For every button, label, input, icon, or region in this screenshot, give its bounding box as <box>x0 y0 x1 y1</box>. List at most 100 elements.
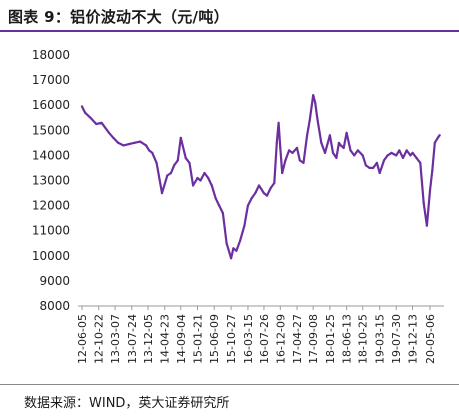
data-point <box>214 197 217 200</box>
data-point <box>230 257 233 260</box>
data-point <box>218 204 221 207</box>
data-point <box>133 141 136 144</box>
data-point <box>335 156 338 159</box>
x-tick-label: 15-06-09 <box>208 314 221 364</box>
x-tick-label: 13-07-24 <box>126 314 139 364</box>
data-point <box>316 119 319 122</box>
data-point <box>196 176 199 180</box>
data-point <box>337 141 340 144</box>
data-point <box>298 159 301 162</box>
data-point <box>279 146 282 149</box>
data-point <box>80 105 84 108</box>
x-tick-label: 19-07-30 <box>390 314 403 364</box>
data-point <box>273 181 276 185</box>
data-point <box>160 192 164 195</box>
source-note: 数据来源：WIND，英大证券研究所 <box>24 396 230 411</box>
data-point <box>166 174 169 177</box>
data-point <box>277 121 280 124</box>
data-point <box>275 141 278 144</box>
y-tick-label: 9000 <box>39 274 70 288</box>
data-point <box>207 176 210 180</box>
data-point <box>117 141 120 144</box>
y-axis-ticks: 8000 9000 10000 11000 12000 13000 14000 15000 16… <box>32 48 70 313</box>
data-point <box>192 184 195 187</box>
data-point <box>127 143 131 146</box>
figure-title: 图表 9：铝价波动不大（元/吨） <box>8 8 229 26</box>
x-tick-label: 13-12-05 <box>142 314 155 364</box>
y-tick-label: 14000 <box>32 148 70 162</box>
y-tick-label: 8000 <box>39 299 70 313</box>
x-tick-label: 15-01-21 <box>192 314 205 364</box>
x-tick-label: 18-06-13 <box>341 314 354 364</box>
data-point <box>425 224 428 227</box>
x-tick-label: 12-06-05 <box>76 314 89 364</box>
data-point <box>262 192 265 195</box>
data-point <box>269 186 272 190</box>
source-rule <box>0 384 459 385</box>
data-point <box>345 131 348 134</box>
data-point <box>148 149 151 152</box>
data-point <box>112 136 115 139</box>
data-point <box>411 151 414 154</box>
data-point <box>107 131 111 134</box>
data-point <box>265 194 269 197</box>
y-tick-label: 15000 <box>32 123 70 137</box>
series-line <box>80 94 441 260</box>
data-point <box>89 116 92 119</box>
data-point <box>331 151 335 154</box>
data-point <box>339 144 342 147</box>
data-point <box>188 161 191 164</box>
data-point <box>243 224 246 227</box>
data-point <box>398 149 401 152</box>
x-tick-label: 16-12-09 <box>274 314 287 364</box>
data-point <box>291 151 294 154</box>
data-point <box>151 151 154 154</box>
data-point <box>173 164 176 167</box>
data-point <box>328 134 331 137</box>
data-point <box>225 242 228 245</box>
y-tick-label: 17000 <box>32 73 70 87</box>
data-point <box>288 149 291 152</box>
data-point <box>364 164 367 167</box>
data-point <box>356 149 359 152</box>
data-point <box>176 159 179 162</box>
data-point <box>314 101 317 104</box>
y-tick-label: 18000 <box>32 48 70 62</box>
x-tick-label: 18-01-25 <box>324 314 337 364</box>
data-point <box>320 141 323 144</box>
data-point <box>438 134 441 137</box>
data-point <box>308 119 311 122</box>
data-point <box>284 159 287 162</box>
data-point <box>221 212 224 215</box>
data-point <box>179 136 182 139</box>
y-tick-label: 11000 <box>32 224 70 238</box>
data-point <box>415 156 418 159</box>
data-point <box>323 151 327 154</box>
data-point <box>122 144 125 147</box>
chart-canvas: 8000 9000 10000 11000 12000 13000 14000 15000 16… <box>32 48 444 364</box>
x-tick-label: 16-07-26 <box>258 314 271 364</box>
data-point <box>436 136 439 139</box>
data-point <box>145 144 148 147</box>
x-tick-label: 18-10-25 <box>357 314 370 364</box>
data-point <box>246 204 249 207</box>
data-point <box>302 161 305 164</box>
data-point <box>100 121 103 124</box>
data-point <box>409 154 412 157</box>
data-point <box>422 202 425 205</box>
data-point <box>199 179 202 182</box>
data-point <box>235 249 238 252</box>
data-point <box>139 140 142 143</box>
y-tick-label: 12000 <box>32 199 70 213</box>
data-point <box>368 166 371 169</box>
data-point <box>95 122 98 126</box>
data-point <box>433 141 436 144</box>
data-point <box>361 154 364 157</box>
x-tick-label: 14-09-04 <box>175 314 188 364</box>
x-tick-label: 17-09-08 <box>307 314 320 364</box>
data-point <box>281 171 284 175</box>
data-point <box>254 192 257 195</box>
data-point <box>257 184 261 187</box>
x-tick-label: 15-10-27 <box>225 314 238 364</box>
data-point <box>375 161 378 164</box>
